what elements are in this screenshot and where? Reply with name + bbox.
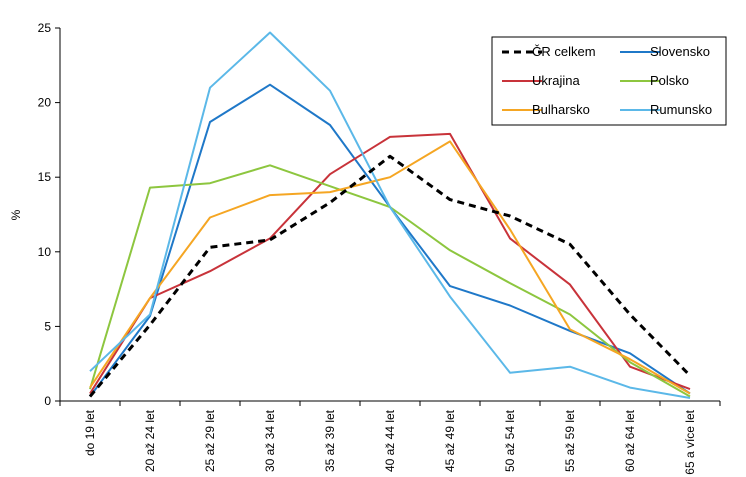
y-axis-label: % — [9, 209, 23, 220]
y-tick-label: 25 — [38, 21, 52, 35]
x-tick-label: 60 až 64 let — [623, 409, 637, 472]
y-tick-label: 20 — [38, 96, 52, 110]
y-tick-label: 10 — [38, 245, 52, 259]
legend-label: Slovensko — [650, 44, 710, 59]
y-tick-label: 0 — [44, 394, 51, 408]
series-line — [89, 132, 691, 395]
series-line — [88, 154, 692, 398]
x-tick-label: 20 až 24 let — [143, 409, 157, 472]
x-tick-label: 30 až 34 let — [263, 409, 277, 472]
x-tick-label: 55 až 59 let — [563, 409, 577, 472]
x-tick-label: 35 až 39 let — [323, 409, 337, 472]
legend-label: Ukrajina — [532, 73, 580, 88]
series-line — [89, 83, 691, 398]
series-lines — [88, 31, 692, 399]
y-tick-label: 5 — [44, 319, 51, 333]
series-line — [89, 140, 691, 395]
x-tick-label: 65 a více let — [683, 409, 697, 474]
legend-label: Rumunsko — [650, 102, 712, 117]
legend-label: Polsko — [650, 73, 689, 88]
y-axis: 0 5 10 15 20 25 — [38, 21, 61, 408]
legend-label: ČR celkem — [532, 44, 596, 59]
series-line — [89, 31, 691, 399]
x-axis: do 19 let 20 až 24 let 25 až 29 let 30 až 3… — [59, 400, 721, 475]
y-tick-label: 15 — [38, 170, 52, 184]
legend-label: Bulharsko — [532, 102, 590, 117]
x-tick-label: 25 až 29 let — [203, 409, 217, 472]
x-tick-label: 50 až 54 let — [503, 409, 517, 472]
x-tick-label: 45 až 49 let — [443, 409, 457, 472]
x-tick-label: 40 až 44 let — [383, 409, 397, 472]
legend: ČR celkem Slovensko Ukrajina Polsko Bulharsk… — [491, 36, 727, 126]
x-tick-label: do 19 let — [83, 409, 97, 456]
